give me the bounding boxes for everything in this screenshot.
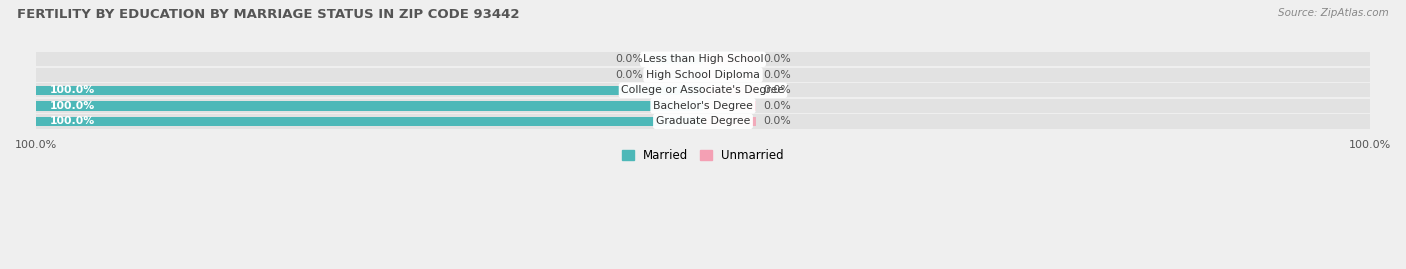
Text: Source: ZipAtlas.com: Source: ZipAtlas.com — [1278, 8, 1389, 18]
Bar — [703, 116, 756, 126]
Text: 0.0%: 0.0% — [763, 101, 790, 111]
Bar — [650, 70, 703, 80]
Text: 0.0%: 0.0% — [616, 70, 643, 80]
Bar — [703, 86, 756, 95]
Text: FERTILITY BY EDUCATION BY MARRIAGE STATUS IN ZIP CODE 93442: FERTILITY BY EDUCATION BY MARRIAGE STATU… — [17, 8, 519, 21]
Bar — [703, 101, 756, 111]
Text: Bachelor's Degree: Bachelor's Degree — [652, 101, 754, 111]
Bar — [37, 68, 1369, 82]
Bar — [37, 116, 703, 126]
Text: 0.0%: 0.0% — [763, 116, 790, 126]
Bar — [650, 54, 703, 64]
Bar — [37, 86, 703, 95]
Text: 0.0%: 0.0% — [616, 54, 643, 64]
Text: Less than High School: Less than High School — [643, 54, 763, 64]
Text: College or Associate's Degree: College or Associate's Degree — [621, 85, 785, 95]
Text: High School Diploma: High School Diploma — [647, 70, 759, 80]
Text: 100.0%: 100.0% — [49, 85, 94, 95]
Bar — [37, 99, 1369, 113]
Text: 100.0%: 100.0% — [49, 101, 94, 111]
Bar — [37, 83, 1369, 97]
Bar — [37, 101, 703, 111]
Text: 0.0%: 0.0% — [763, 70, 790, 80]
Bar — [703, 54, 756, 64]
Bar — [703, 70, 756, 80]
Bar — [37, 114, 1369, 129]
Text: 100.0%: 100.0% — [49, 116, 94, 126]
Legend: Married, Unmarried: Married, Unmarried — [617, 144, 789, 167]
Text: 0.0%: 0.0% — [763, 85, 790, 95]
Bar — [37, 52, 1369, 66]
Text: 0.0%: 0.0% — [763, 54, 790, 64]
Text: Graduate Degree: Graduate Degree — [655, 116, 751, 126]
